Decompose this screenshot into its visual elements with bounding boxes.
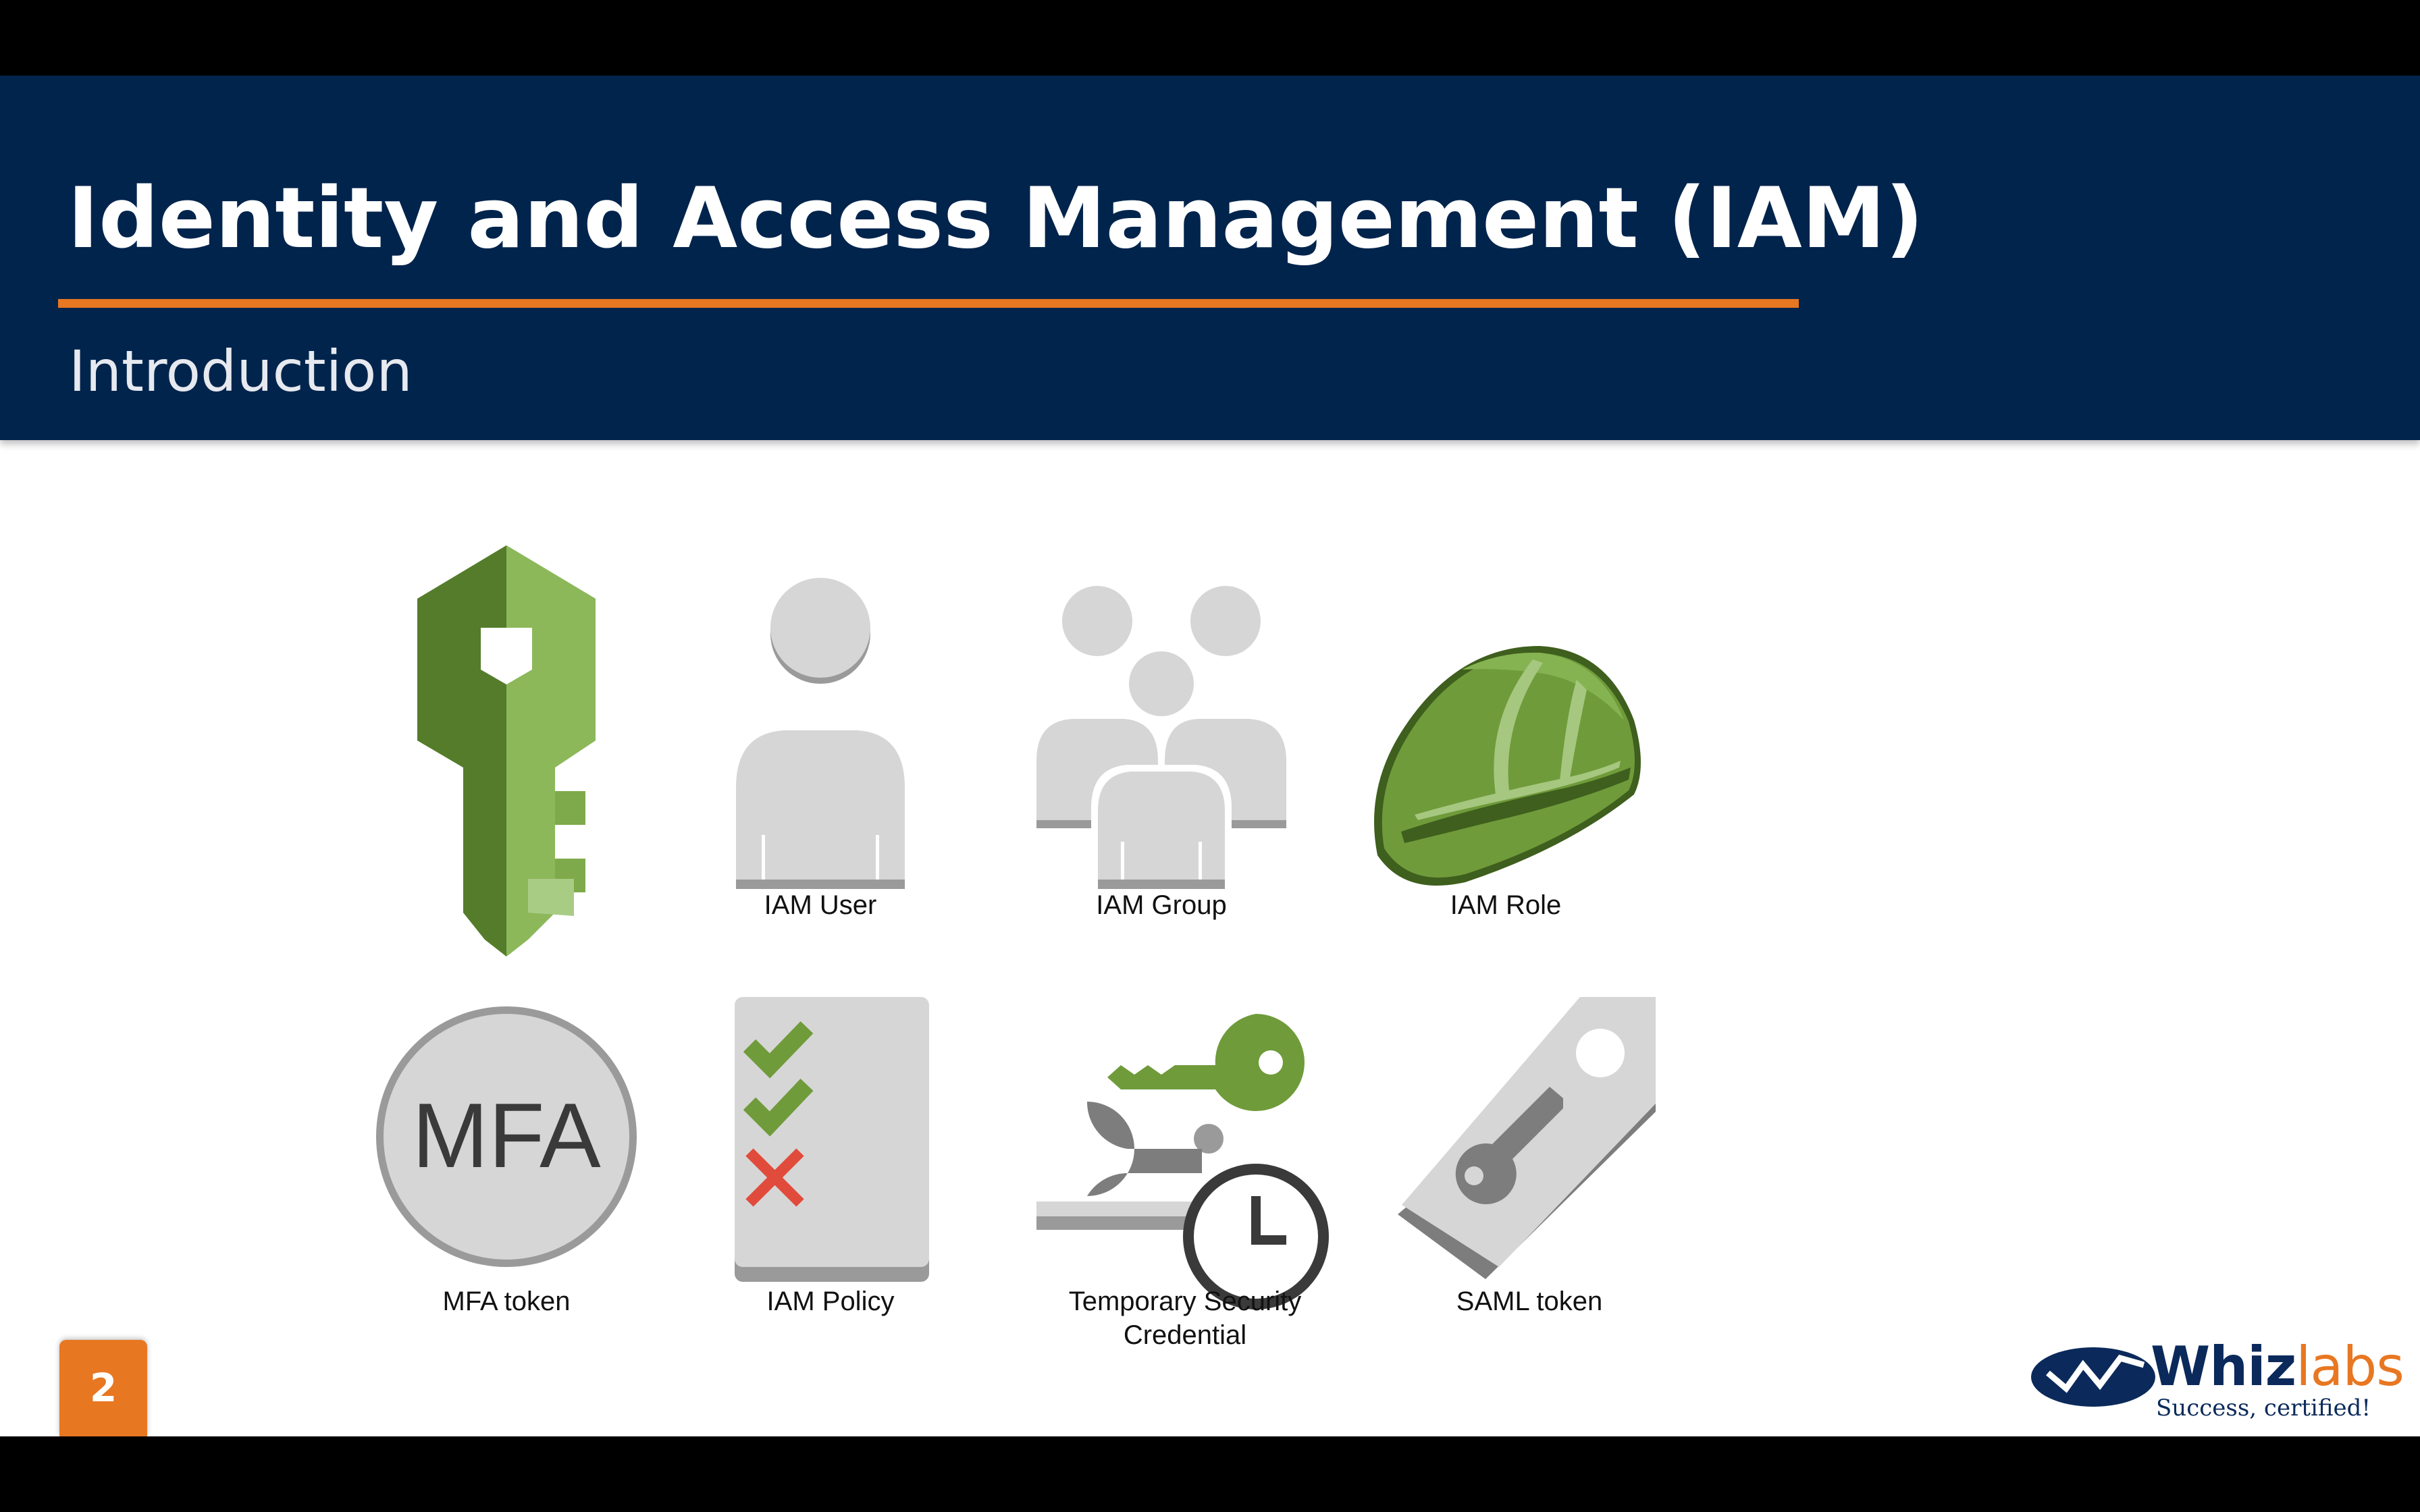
page-number-badge: 2 [59, 1340, 147, 1436]
mfa-token-item: MFA MFA token [371, 997, 641, 1321]
temporary-credential-label-line1: Temporary Security [1068, 1287, 1302, 1316]
iam-role-item: IAM Role [1364, 565, 1648, 929]
logo-brand-main: Whiz [2151, 1335, 2296, 1398]
temporary-credential-icon [1036, 1014, 1329, 1310]
whizlabs-logo-mark-icon [2031, 1347, 2155, 1407]
iam-role-label: IAM Role [1450, 890, 1562, 920]
saml-tag-icon [1398, 997, 1656, 1279]
slide-title: Identity and Access Management (IAM) [68, 170, 1924, 267]
iam-group-icon [1036, 586, 1286, 889]
iam-policy-label: IAM Policy [766, 1287, 895, 1316]
slide-subtitle: Introduction [69, 338, 413, 404]
title-underline [58, 299, 1799, 308]
iam-user-item: IAM User [722, 565, 918, 929]
iam-key-icon [417, 545, 596, 956]
iam-policy-item: IAM Policy [729, 997, 932, 1321]
iam-item: IAM [398, 535, 614, 1048]
slide-header: Identity and Access Management (IAM) Int… [0, 76, 2420, 440]
temporary-credential-label-line2: Credential [1123, 1320, 1247, 1350]
mfa-badge-text: MFA [412, 1084, 601, 1187]
whizlabs-logo: Whizlabs Success, certified! [2029, 1335, 2404, 1422]
hard-hat-icon [1374, 646, 1641, 886]
policy-checklist-icon [735, 997, 929, 1282]
logo-brand-accent: labs [2296, 1335, 2404, 1398]
logo-tagline: Success, certified! [2156, 1395, 2371, 1422]
logo-wordmark: Whizlabs [2151, 1335, 2404, 1398]
mfa-token-icon: MFA [376, 1006, 637, 1267]
iam-group-item: IAM Group [1033, 565, 1290, 929]
saml-token-item: SAML token [1398, 997, 1661, 1321]
saml-token-label: SAML token [1456, 1287, 1603, 1316]
temporary-credential-item: Temporary Security Credential [1033, 1007, 1337, 1358]
iam-group-label: IAM Group [1096, 890, 1227, 920]
mfa-token-label: MFA token [442, 1287, 571, 1316]
iam-user-icon [736, 578, 905, 889]
iam-user-label: IAM User [764, 890, 877, 920]
slide: Identity and Access Management (IAM) Int… [0, 76, 2420, 1436]
